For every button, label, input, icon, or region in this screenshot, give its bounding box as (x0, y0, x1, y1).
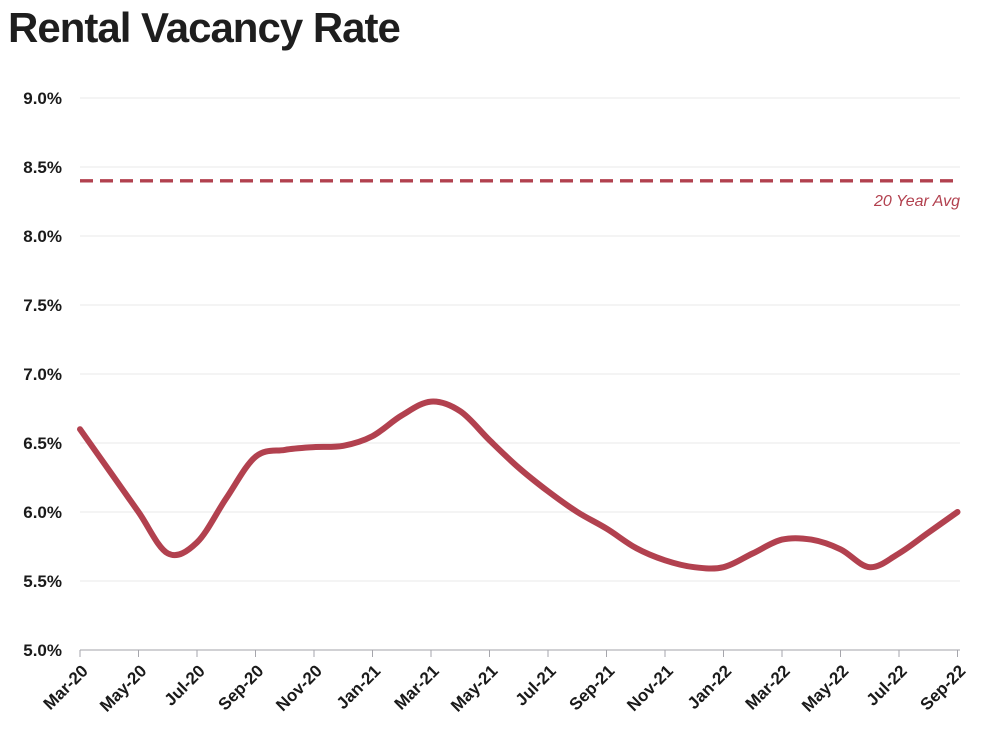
vacancy-rate-line (77, 398, 961, 572)
x-axis-label: Jan-21 (333, 661, 385, 713)
x-axis-label: Sep-21 (565, 661, 618, 714)
y-axis-label: 5.5% (23, 572, 62, 591)
x-axis-label: Nov-20 (272, 661, 326, 715)
avg-reference-label: 20 Year Avg (873, 193, 960, 210)
x-axis-label: May-21 (447, 661, 501, 715)
x-axis-label: Sep-20 (214, 661, 267, 714)
y-axis-label: 5.0% (23, 641, 62, 660)
x-axis-label: May-22 (798, 661, 852, 715)
x-axis-label: Sep-22 (916, 661, 969, 714)
y-axis-label: 9.0% (23, 89, 62, 108)
x-axis-label: Jul-20 (161, 661, 209, 709)
y-axis-label: 7.5% (23, 296, 62, 315)
y-axis-label: 8.5% (23, 158, 62, 177)
x-axis-label: Mar-22 (742, 661, 794, 713)
x-axis-label: Jan-22 (684, 661, 736, 713)
chart-title: Rental Vacancy Rate (8, 4, 401, 51)
x-axis-label: Nov-21 (623, 661, 677, 715)
y-axis-label: 7.0% (23, 365, 62, 384)
x-axis-label: Jul-21 (512, 661, 560, 709)
y-axis-label: 6.0% (23, 503, 62, 522)
x-axis-label: May-20 (96, 661, 150, 715)
x-axis-label: Mar-21 (391, 661, 443, 713)
x-axis-label: Jul-22 (863, 661, 911, 709)
x-axis-label: Mar-20 (40, 661, 92, 713)
y-axis-label: 6.5% (23, 434, 62, 453)
y-axis-label: 8.0% (23, 227, 62, 246)
